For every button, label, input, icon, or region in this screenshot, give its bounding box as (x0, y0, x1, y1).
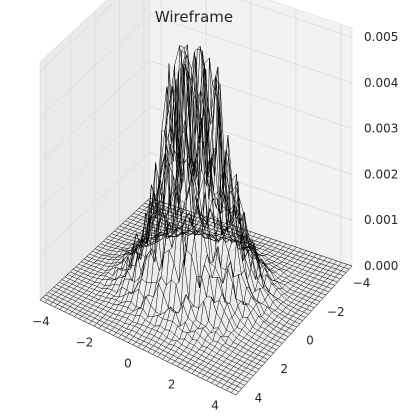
wireframe-line-y (45, 294, 242, 389)
wireframe-line-y (122, 213, 324, 299)
wireframe-line-y (94, 45, 295, 331)
y-tick-label: 0 (306, 334, 314, 348)
wireframe-line-y (78, 160, 277, 350)
wireframe-line-y (100, 46, 300, 325)
z-tick-label: 0.003 (364, 122, 398, 136)
wireframe-line-y (72, 224, 271, 357)
wireframe-line-y (56, 284, 254, 376)
x-tick-label: 0 (124, 357, 132, 371)
x-tick-label: 2 (168, 378, 176, 392)
wireframe-line-y (144, 202, 347, 273)
tick-labels: −4 −2 0 2 4 −4 −2 0 2 4 0.000 0.001 0.002 0.003 0.004 0… (32, 30, 398, 413)
wireframe-line-y (59, 281, 257, 373)
wireframe-line-y (136, 210, 338, 283)
x-tick-label: −2 (76, 335, 94, 349)
wireframe-line-y (111, 117, 312, 312)
y-gridline-floor (45, 293, 243, 389)
wireframe-line-y (97, 44, 297, 328)
z-gridline (39, 0, 353, 72)
z-tick-label: 0.002 (364, 167, 398, 181)
y-tick-label: −4 (353, 276, 371, 290)
y-gridline-floor (70, 271, 269, 360)
z-gridline (39, 106, 353, 209)
wireframe-line-y (50, 289, 248, 383)
z-gridline (39, 60, 353, 163)
wireframe-line-y (64, 276, 263, 367)
wireframe-line-y (53, 286, 251, 380)
wireframe-line-y (89, 63, 289, 337)
z-tick-label: 0.005 (364, 30, 398, 44)
x-tick-label: 4 (211, 399, 219, 413)
wireframe-line-y (48, 292, 245, 386)
wireframe-line-y (75, 183, 274, 354)
wireframe-line-y (81, 118, 280, 347)
wireframe-line-y (105, 56, 306, 318)
x-tick-label: −4 (32, 314, 50, 328)
wireframe-line-y (83, 66, 283, 344)
wireframe-line-y (130, 215, 332, 289)
axes-gridlines (39, 0, 353, 390)
y-tick-label: 2 (280, 362, 288, 376)
z-tick-label: 0.004 (364, 76, 398, 90)
wireframe-line-y (103, 66, 303, 321)
wireframe-line-y (67, 274, 266, 363)
wireframe-surface (39, 44, 353, 396)
y-tick-label: −2 (327, 305, 345, 319)
wireframe-line-y (92, 49, 292, 334)
z-tick-label: 0.000 (364, 259, 398, 273)
z-gridline (39, 14, 353, 118)
y-tick-label: 4 (255, 391, 263, 405)
wireframe-line-y (127, 218, 329, 293)
chart-title: Wireframe (155, 8, 233, 26)
wireframe-line-y (39, 299, 237, 396)
wireframe-line-y (119, 194, 321, 302)
y-gridline-floor (119, 225, 320, 303)
wireframe-line-y (42, 297, 240, 393)
wireframe-line-y (61, 279, 260, 370)
wireframe-line-y (133, 213, 335, 286)
z-gridline (39, 151, 353, 255)
z-tick-label: 0.001 (364, 213, 398, 227)
y-gridline-floor (94, 248, 295, 331)
wireframe-line-y (70, 249, 269, 360)
